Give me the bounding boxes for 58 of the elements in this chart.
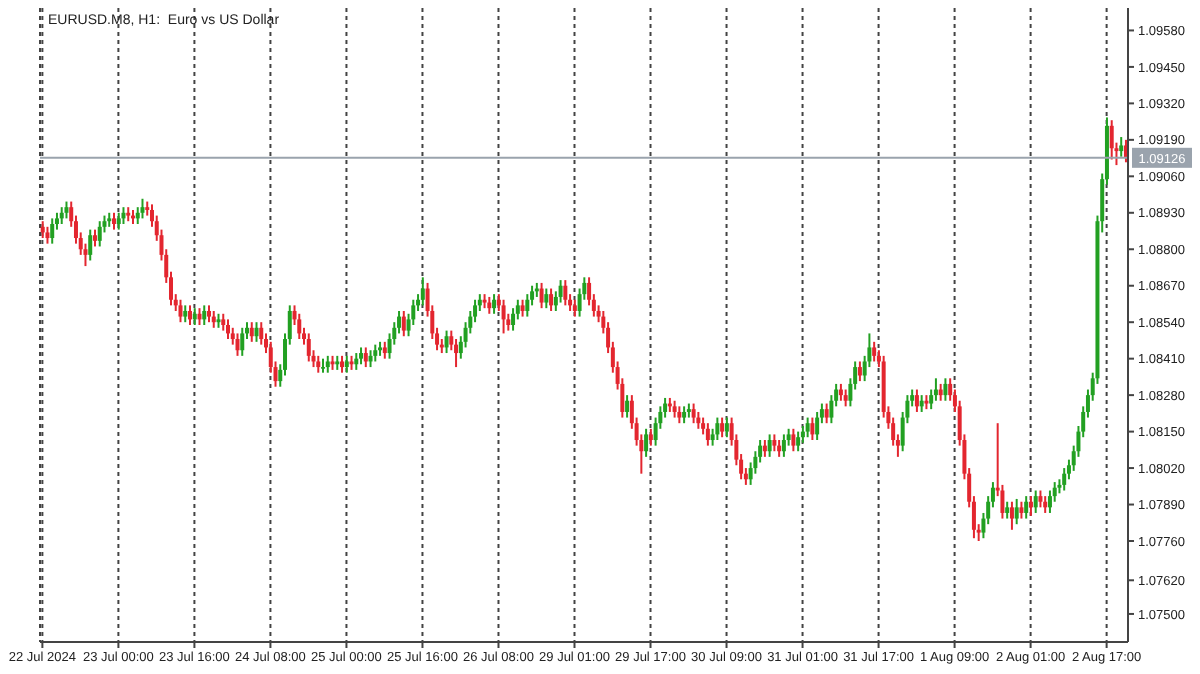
candlestick bbox=[691, 402, 696, 425]
candlestick bbox=[454, 338, 459, 369]
candlestick bbox=[254, 321, 259, 343]
candlestick bbox=[563, 279, 568, 307]
candlestick bbox=[810, 416, 815, 442]
candlestick bbox=[188, 304, 192, 326]
candlestick bbox=[644, 427, 649, 458]
candlestick bbox=[249, 321, 254, 343]
candlestick bbox=[501, 298, 506, 335]
candlestick bbox=[1062, 467, 1067, 492]
candlestick bbox=[97, 220, 102, 248]
candlestick bbox=[297, 312, 302, 341]
candlestick bbox=[625, 394, 630, 419]
candlestick bbox=[943, 377, 948, 402]
candlestick bbox=[539, 281, 544, 310]
candlestick bbox=[525, 293, 530, 318]
candlestick bbox=[715, 416, 720, 442]
candlestick bbox=[705, 422, 710, 447]
candlestick bbox=[88, 228, 93, 262]
candlestick bbox=[306, 332, 311, 363]
candlestick bbox=[872, 340, 877, 363]
candlestick bbox=[1024, 495, 1029, 520]
candlestick bbox=[558, 279, 563, 304]
candlestick bbox=[420, 276, 425, 307]
candlestick bbox=[857, 360, 862, 383]
candlestick bbox=[1109, 119, 1114, 161]
candlestick bbox=[401, 309, 406, 338]
candlestick bbox=[140, 197, 145, 220]
candlestick bbox=[202, 304, 207, 326]
candlestick bbox=[781, 433, 786, 458]
candlestick bbox=[824, 402, 829, 425]
candlestick bbox=[240, 326, 245, 357]
candlestick bbox=[914, 388, 919, 413]
candlestick bbox=[767, 433, 772, 458]
candlestick bbox=[50, 217, 55, 245]
candlestick bbox=[226, 318, 231, 341]
candlestick bbox=[1033, 489, 1038, 514]
candlestick bbox=[1009, 500, 1014, 531]
candlestick bbox=[444, 329, 449, 355]
candlestick bbox=[235, 332, 240, 357]
candlestick bbox=[1014, 497, 1019, 526]
candlestick bbox=[544, 287, 549, 310]
candlestick bbox=[796, 430, 801, 453]
candlestick bbox=[511, 307, 516, 332]
candlestick bbox=[259, 321, 264, 346]
candlestick bbox=[1119, 136, 1124, 158]
candlestick bbox=[178, 298, 183, 324]
candlestick bbox=[1028, 495, 1033, 517]
candlestick bbox=[549, 287, 554, 312]
candlestick bbox=[720, 416, 725, 439]
candlestick bbox=[1047, 489, 1052, 514]
candlestick bbox=[492, 293, 497, 315]
candlestick bbox=[724, 416, 729, 439]
candlestick bbox=[363, 346, 368, 369]
candlestick bbox=[933, 377, 938, 402]
candlestick bbox=[805, 416, 810, 439]
candlestick bbox=[815, 410, 820, 442]
candlestick bbox=[791, 427, 796, 453]
